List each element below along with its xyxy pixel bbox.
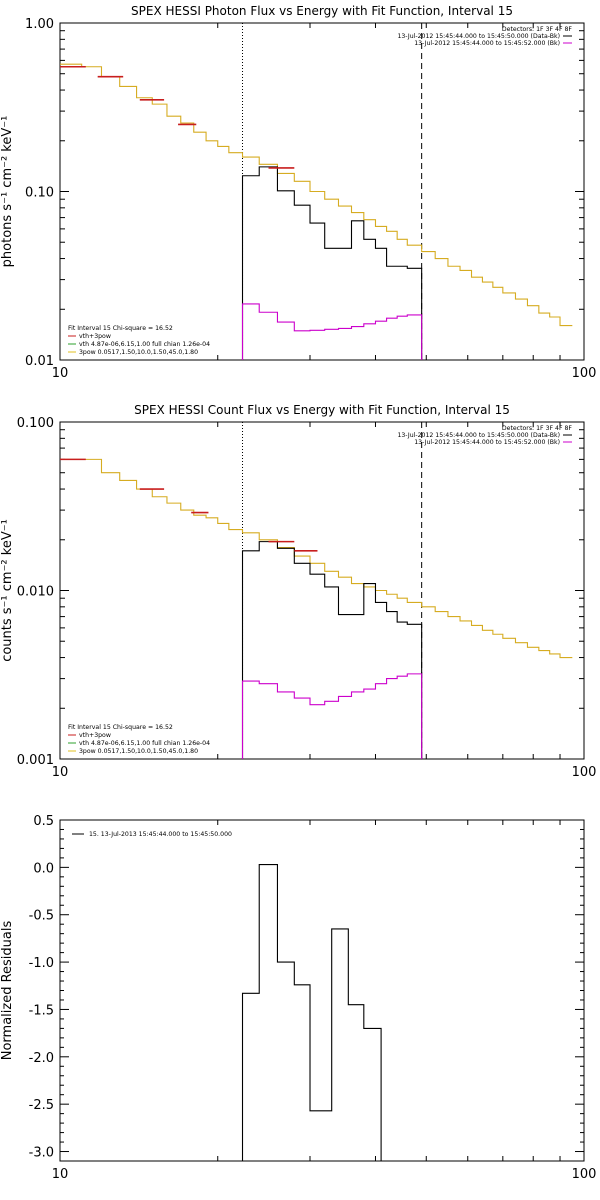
series-data_minus_bk — [241, 166, 423, 360]
chart-count: SPEX HESSI Count Flux vs Energy with Fit… — [0, 403, 596, 780]
series-background — [241, 673, 423, 759]
legend-right-title: Detectors: 1F 3F 4F 8F — [502, 26, 573, 33]
y-tick-label: 0.001 — [17, 753, 54, 768]
legend-title: Fit Interval 15 Chi-square = 16.52 — [68, 724, 173, 731]
y-tick-label: 0.010 — [17, 585, 54, 600]
legend-right-entry: 13-Jul-2012 15:45:44.000 to 15:45:50.000… — [397, 432, 560, 439]
y-tick-label: 1.00 — [25, 17, 54, 32]
x-tick-label: 100 — [572, 366, 597, 381]
y-tick-label: 0.5 — [33, 814, 54, 829]
series-data_minus_bk — [241, 541, 423, 759]
x-tick-label: 100 — [572, 1167, 597, 1182]
legend-entry: 15. 13-Jul-2013 15:45:44.000 to 15:45:50… — [89, 831, 232, 838]
plot-frame — [59, 421, 585, 760]
plot-frame — [59, 819, 585, 1162]
chart-title: SPEX HESSI Photon Flux vs Energy with Fi… — [131, 4, 513, 18]
series-background — [241, 303, 423, 360]
y-tick-label: 0.0 — [33, 861, 54, 876]
x-tick-label: 10 — [52, 366, 69, 381]
legend-entry: 3pow 0.0517,1.50,10.0,1.50,45.0,1.80 — [79, 748, 198, 755]
series-model_total — [60, 458, 573, 659]
y-axis-label: counts s⁻¹ cm⁻² keV⁻¹ — [0, 519, 15, 662]
y-tick-label: 0.10 — [25, 186, 54, 201]
y-tick-label: -1.0 — [29, 956, 54, 971]
chart-title: SPEX HESSI Count Flux vs Energy with Fit… — [134, 403, 510, 417]
series-model_total — [60, 63, 573, 327]
x-tick-label: 10 — [52, 765, 69, 780]
x-tick-label: 100 — [572, 765, 597, 780]
y-tick-label: -0.5 — [29, 909, 54, 924]
x-tick-label: 10 — [52, 1167, 69, 1182]
y-tick-label: 0.01 — [25, 354, 54, 369]
chart-residuals: 10 100 -3.0 -2.5 -2.0 -1.5 -1.0 -0.5 0.0 0.5 Norma… — [0, 814, 596, 1182]
chart-photon: SPEX HESSI Photon Flux vs Energy with Fi… — [0, 4, 596, 381]
y-tick-label: -2.5 — [29, 1098, 54, 1113]
y-tick-label: -2.0 — [29, 1051, 54, 1066]
legend-title: Fit Interval 15 Chi-square = 16.52 — [68, 325, 173, 332]
series-residuals — [241, 863, 382, 1161]
legend-right-entry: 13-Jul-2012 15:45:44.000 to 15:45:50.000… — [397, 33, 560, 40]
legend-right-title: Detectors: 1F 3F 4F 8F — [502, 425, 573, 432]
y-axis-label: photons s⁻¹ cm⁻² keV⁻¹ — [0, 116, 15, 268]
legend-entry: vth+3pow — [79, 732, 111, 739]
y-tick-label: -3.0 — [29, 1146, 54, 1161]
legend-entry: vth+3pow — [79, 333, 111, 340]
legend-right-entry: 13-Jul-2012 15:45:44.000 to 15:45:52.000… — [414, 439, 560, 446]
legend-entry: 3pow 0.0517,1.50,10.0,1.50,45.0,1.80 — [79, 349, 198, 356]
legend-right-entry: 13-Jul-2012 15:45:44.000 to 15:45:52.000… — [414, 40, 560, 47]
legend-entry: vth 4.87e-06,6.15,1.00 full chian 1.26e-… — [79, 341, 210, 348]
y-tick-label: 0.100 — [17, 416, 54, 431]
y-axis-label: Normalized Residuals — [0, 921, 15, 1061]
legend-entry: vth 4.87e-06,6.15,1.00 full chian 1.26e-… — [79, 740, 210, 747]
y-tick-label: -1.5 — [29, 1003, 54, 1018]
